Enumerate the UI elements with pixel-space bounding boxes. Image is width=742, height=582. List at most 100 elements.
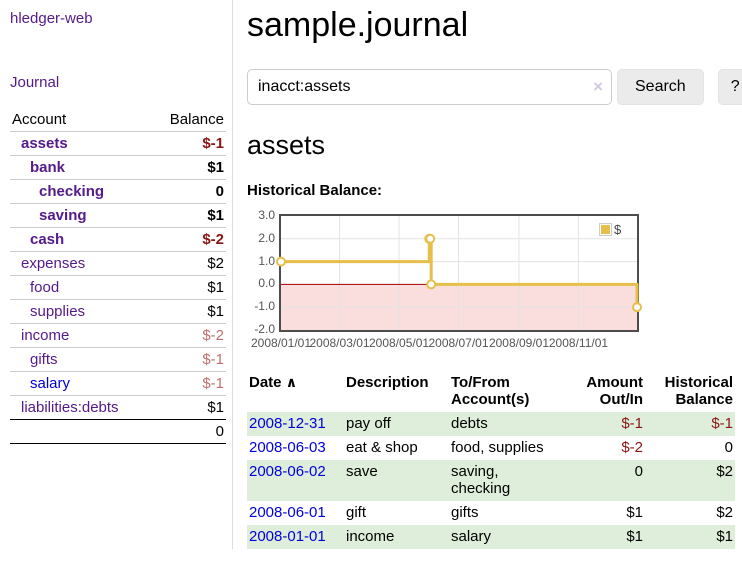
x-axis-tick-label: 2008/03/01 [309, 336, 369, 350]
transaction-date: 2008-06-03 [247, 436, 344, 460]
account-link[interactable]: salary [30, 375, 70, 392]
y-axis-tick-label: 0.0 [247, 276, 275, 290]
account-balance: $1 [151, 300, 226, 324]
transactions-header-accounts: To/From Account(s) [449, 372, 560, 412]
account-balance: $-1 [151, 348, 226, 372]
account-link[interactable]: bank [30, 159, 65, 176]
x-axis-tick-label: 2008/11/01 [549, 336, 608, 350]
account-row: income $-2 [10, 324, 226, 348]
account-row: expenses $2 [10, 252, 226, 276]
account-row: supplies $1 [10, 300, 226, 324]
search-button[interactable]: Search [617, 69, 704, 105]
transaction-amount: $1 [560, 525, 645, 549]
transaction-amount: $-1 [560, 412, 645, 436]
account-link[interactable]: gifts [30, 351, 58, 368]
balance-chart: 3.02.01.00.0-1.0-2.0 2008/01/012008/03/0… [247, 208, 639, 350]
transactions-header-balance: Historical Balance [645, 372, 735, 412]
transaction-amount: 0 [560, 460, 645, 501]
transaction-date-link[interactable]: 2008-06-01 [249, 504, 326, 521]
account-link[interactable]: food [30, 279, 59, 296]
y-axis-tick-label: -2.0 [247, 322, 275, 336]
transaction-accounts: gifts [449, 501, 560, 525]
transaction-date-link[interactable]: 2008-06-02 [249, 463, 326, 480]
clear-search-icon[interactable]: × [593, 77, 603, 97]
transaction-description: pay off [344, 412, 449, 436]
transaction-rows: 2008-12-31pay offdebts$-1$-12008-06-03ea… [247, 412, 735, 549]
account-row: salary$-1 [10, 372, 226, 396]
account-row: liabilities:debts $1 [10, 396, 226, 420]
transaction-date-link[interactable]: 2008-12-31 [249, 415, 326, 432]
account-link[interactable]: expenses [21, 255, 85, 272]
accounts-total-spacer [10, 420, 151, 444]
account-link[interactable]: checking [39, 183, 104, 200]
transaction-balance: $-1 [645, 412, 735, 436]
account-row: cash $-2 [10, 228, 226, 252]
account-balance: $1 [151, 396, 226, 420]
transaction-date: 2008-12-31 [247, 412, 344, 436]
legend-swatch-icon [599, 223, 612, 236]
account-link[interactable]: liabilities:debts [21, 399, 119, 416]
transactions-header-row: Date ∧ Description To/From Account(s) Am… [247, 372, 735, 412]
transaction-description: save [344, 460, 449, 501]
x-axis-tick-label: 2008/09/01 [489, 336, 549, 350]
accounts-header-balance: Balance [151, 108, 226, 132]
page-title: sample.journal [247, 6, 734, 45]
x-axis-tick-label: 2008/01/01 [251, 336, 311, 350]
accounts-table: Account Balance assets$-1bank$1checking0… [10, 108, 226, 444]
transaction-date-link[interactable]: 2008-01-01 [249, 528, 326, 545]
x-axis-tick-label: 2008/05/01 [369, 336, 429, 350]
account-row: checking0 [10, 180, 226, 204]
transactions-header-amount: Amount Out/In [560, 372, 645, 412]
account-link[interactable]: assets [21, 135, 68, 152]
transaction-description: income [344, 525, 449, 549]
transaction-balance: $2 [645, 460, 735, 501]
legend-label: $ [614, 222, 621, 237]
transaction-row: 2008-12-31pay offdebts$-1$-1 [247, 412, 735, 436]
y-axis-tick-label: 3.0 [247, 208, 275, 222]
transaction-date: 2008-06-02 [247, 460, 344, 501]
account-balance: $1 [151, 276, 226, 300]
account-link[interactable]: cash [30, 231, 64, 248]
transaction-amount: $-2 [560, 436, 645, 460]
y-axis-tick-label: 1.0 [247, 254, 275, 268]
transaction-balance: $2 [645, 501, 735, 525]
transactions-header-description: Description [344, 372, 449, 412]
search-input[interactable] [247, 69, 612, 105]
account-balance: $2 [151, 252, 226, 276]
transactions-table: Date ∧ Description To/From Account(s) Am… [247, 372, 735, 549]
transaction-date-link[interactable]: 2008-06-03 [249, 439, 326, 456]
sidebar: hledger-web Journal Account Balance asse… [0, 0, 233, 549]
transaction-balance: $1 [645, 525, 735, 549]
account-balance: $-2 [151, 324, 226, 348]
sidebar-item-journal[interactable]: Journal [10, 74, 226, 91]
transaction-accounts: salary [449, 525, 560, 549]
account-row: assets $-1 [10, 132, 226, 156]
search-bar: × Search ? [247, 69, 734, 105]
account-rows: assets$-1bank$1checking0saving$1cash$-2e… [10, 132, 226, 420]
x-axis-tick-label: 2008/07/01 [428, 336, 488, 350]
transaction-accounts: saving, checking [449, 460, 560, 501]
account-row: gifts $-1 [10, 348, 226, 372]
account-link[interactable]: income [21, 327, 69, 344]
account-row: food $1 [10, 276, 226, 300]
accounts-total-value: 0 [151, 420, 226, 444]
transaction-accounts: debts [449, 412, 560, 436]
account-link[interactable]: supplies [30, 303, 85, 320]
transaction-balance: 0 [645, 436, 735, 460]
app-title-link[interactable]: hledger-web [10, 10, 226, 27]
chart-title: Historical Balance: [247, 182, 734, 199]
account-balance: $-2 [151, 228, 226, 252]
transaction-date: 2008-01-01 [247, 525, 344, 549]
account-balance: $-1 [151, 132, 226, 156]
transaction-amount: $1 [560, 501, 645, 525]
account-balance: $1 [151, 204, 226, 228]
account-link[interactable]: saving [39, 207, 87, 224]
account-row: bank$1 [10, 156, 226, 180]
help-button[interactable]: ? [718, 69, 742, 105]
chart-plot-svg [281, 216, 637, 330]
chart-legend: $ [599, 222, 621, 237]
transaction-row: 2008-06-03eat & shopfood, supplies$-20 [247, 436, 735, 460]
transaction-date: 2008-06-01 [247, 501, 344, 525]
transaction-description: eat & shop [344, 436, 449, 460]
transactions-header-date[interactable]: Date ∧ [247, 372, 344, 412]
